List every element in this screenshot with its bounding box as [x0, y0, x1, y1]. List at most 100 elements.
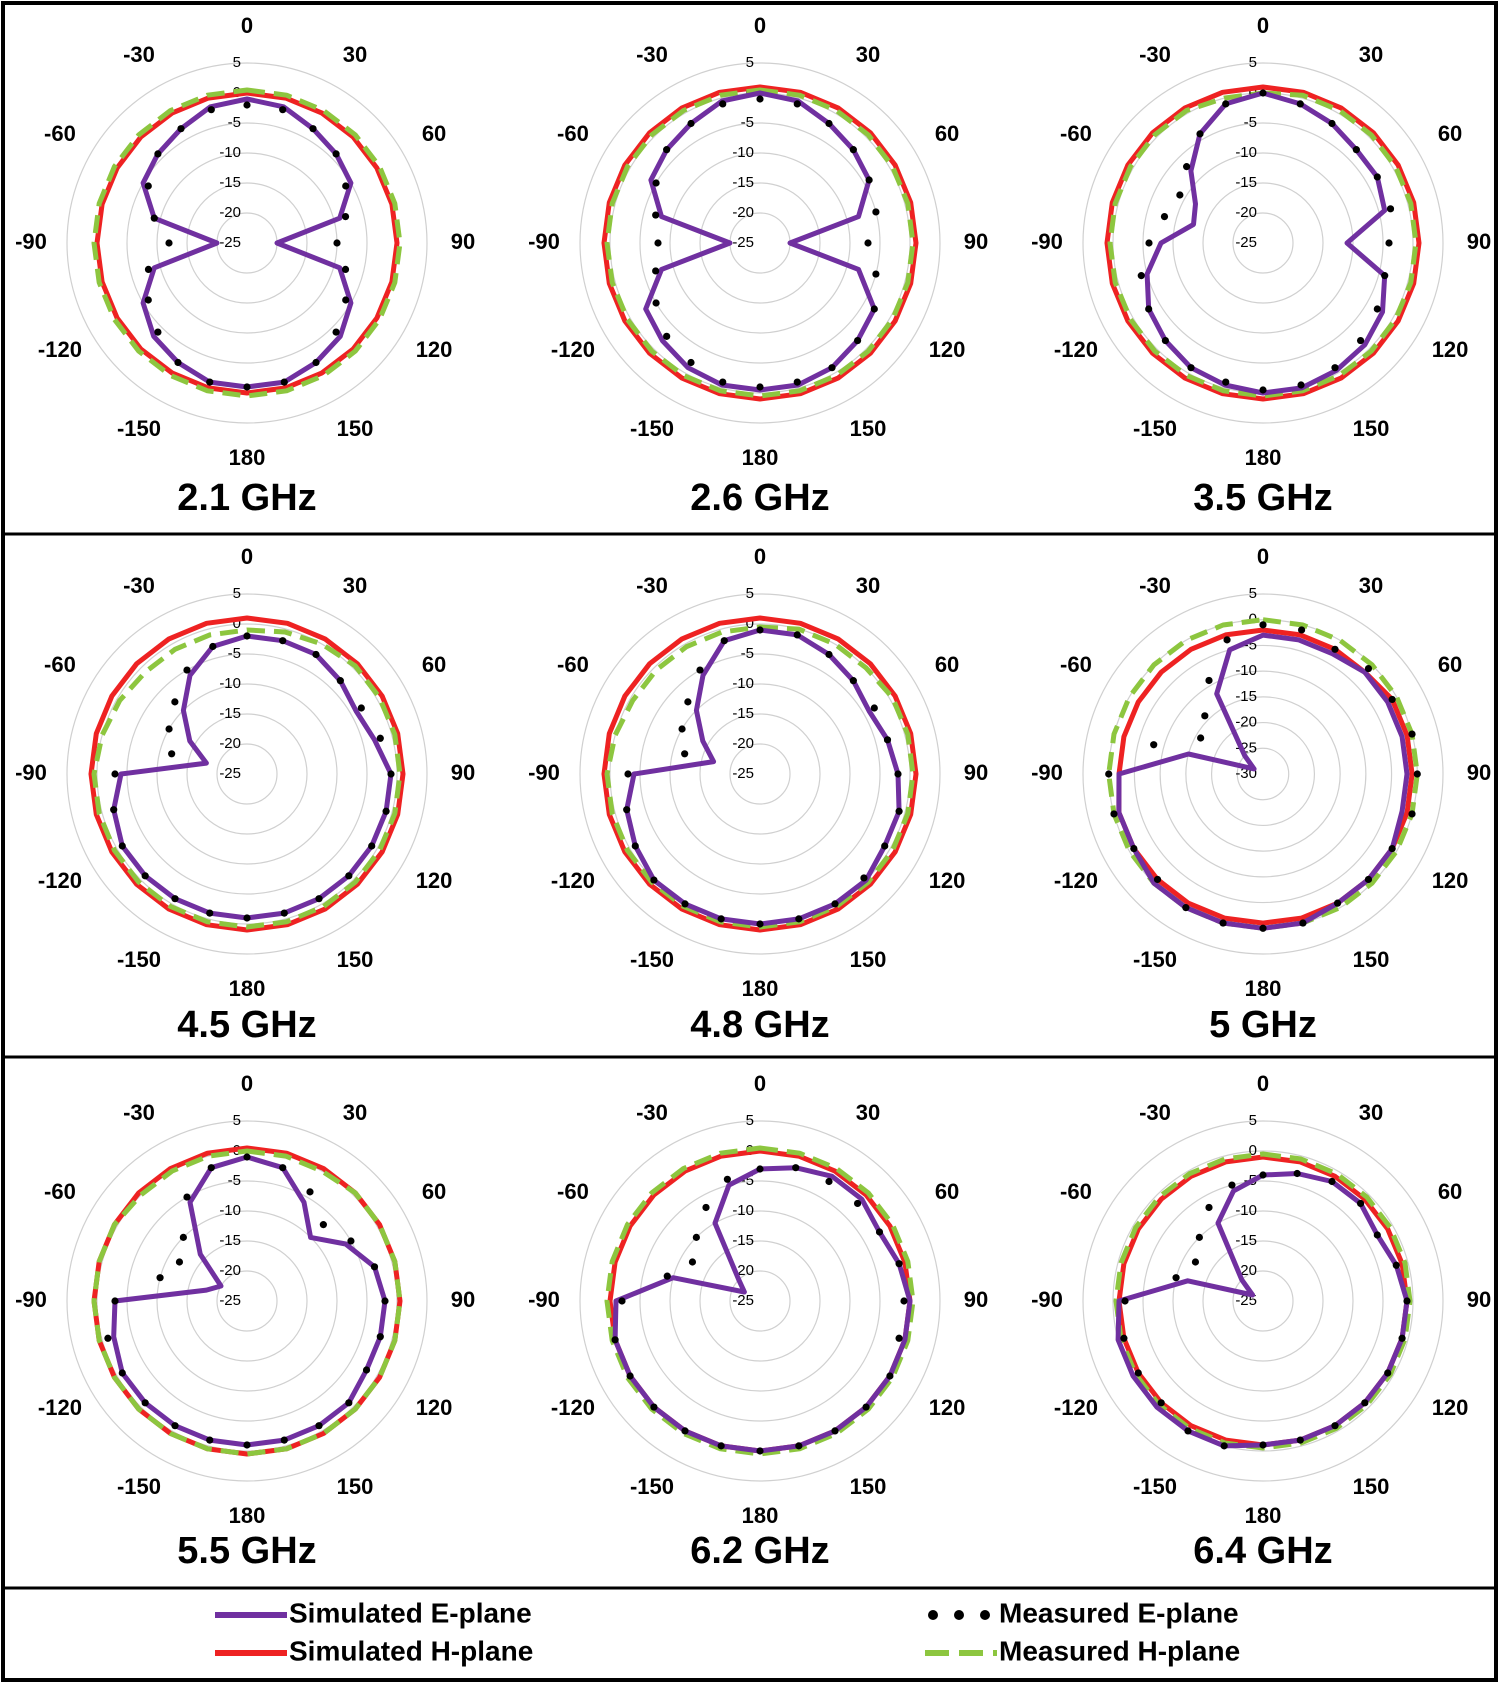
data-point: [175, 1258, 184, 1266]
chart-title: 2.6 GHz: [690, 477, 829, 519]
theta-tick-label: 90: [1467, 1287, 1491, 1312]
data-point: [1388, 695, 1396, 704]
data-point: [723, 1175, 731, 1183]
r-tick-label: -10: [732, 144, 754, 161]
data-point: [864, 239, 872, 247]
polar-chart: 50-5-10-15-20-250306090120150180-150-120…: [15, 13, 475, 519]
data-point: [206, 909, 214, 917]
r-tick-label: -5: [228, 645, 241, 662]
theta-tick-label: 30: [856, 573, 880, 598]
theta-tick-label: -120: [551, 868, 595, 893]
data-point: [792, 1164, 800, 1172]
r-tick-label: -20: [219, 735, 241, 752]
theta-tick-label: 60: [1438, 1179, 1462, 1204]
grid-ring: [126, 122, 368, 364]
theta-tick-label: -90: [15, 1287, 47, 1312]
data-point: [1201, 712, 1209, 720]
theta-tick-label: -120: [38, 868, 82, 893]
data-point: [243, 632, 251, 640]
r-tick-label: -5: [741, 645, 754, 662]
theta-tick-label: 0: [1257, 544, 1269, 569]
data-point: [1259, 1441, 1267, 1449]
data-point: [720, 637, 728, 645]
theta-tick-label: -30: [1139, 573, 1171, 598]
grid-ring: [1112, 92, 1414, 394]
r-tick-label: 5: [746, 585, 754, 602]
data-point: [1386, 205, 1395, 213]
data-point: [280, 1436, 288, 1444]
theta-tick-label: 0: [754, 544, 766, 569]
r-tick-label: -10: [1235, 662, 1257, 679]
data-point: [618, 1297, 626, 1305]
legend-label: Measured E-plane: [999, 1597, 1239, 1628]
data-point: [279, 637, 287, 645]
r-tick-label: -15: [1235, 174, 1257, 191]
data-point: [280, 909, 288, 917]
series-line: [91, 1148, 403, 1457]
data-point: [1153, 875, 1162, 884]
theta-tick-label: 0: [1257, 1071, 1269, 1096]
theta-tick-label: 90: [1467, 760, 1491, 785]
data-point: [279, 106, 287, 114]
theta-tick-label: 0: [754, 13, 766, 38]
data-point: [150, 214, 158, 222]
data-point: [795, 1442, 803, 1450]
data-point: [207, 106, 215, 114]
theta-tick-label: 150: [1353, 1474, 1390, 1499]
data-point: [171, 895, 179, 903]
theta-tick-label: -30: [636, 42, 668, 67]
theta-tick-label: 180: [742, 445, 779, 470]
data-point: [1187, 364, 1195, 372]
theta-tick-label: 60: [422, 1179, 446, 1204]
data-point: [681, 1427, 689, 1435]
data-point: [1352, 146, 1360, 154]
data-point: [1364, 664, 1373, 673]
theta-tick-label: 180: [742, 976, 779, 1001]
data-point: [719, 100, 727, 108]
grid-ring: [66, 62, 428, 424]
data-point: [825, 650, 833, 659]
grid-ring: [1236, 747, 1290, 801]
grid-ring: [1232, 212, 1294, 274]
data-point: [332, 328, 340, 336]
data-point: [207, 1164, 215, 1172]
data-point: [862, 1403, 870, 1411]
data-point: [206, 378, 214, 386]
r-tick-label: -10: [732, 1202, 754, 1219]
data-point: [875, 1228, 884, 1236]
data-point: [860, 874, 868, 882]
data-point: [1105, 770, 1113, 778]
data-point: [1161, 336, 1170, 345]
data-point: [652, 267, 660, 275]
theta-tick-label: 90: [451, 760, 475, 785]
data-point: [756, 1165, 764, 1173]
theta-tick-label: 120: [1432, 1395, 1469, 1420]
data-point: [341, 265, 350, 273]
grid-ring: [1202, 1240, 1324, 1362]
data-point: [654, 239, 662, 247]
theta-tick-label: -150: [1133, 416, 1177, 441]
data-point: [881, 842, 889, 850]
chart-title: 4.5 GHz: [177, 1004, 316, 1046]
data-point: [849, 146, 857, 154]
theta-tick-label: -150: [630, 1474, 674, 1499]
data-point: [1299, 919, 1307, 927]
data-point: [1293, 1169, 1301, 1178]
data-point: [319, 1221, 327, 1229]
data-point: [631, 842, 639, 850]
r-tick-label: -15: [219, 174, 241, 191]
r-tick-label: 5: [233, 1112, 241, 1129]
data-point: [177, 125, 185, 133]
data-point: [368, 842, 376, 850]
series-line: [91, 87, 403, 399]
data-point: [886, 1372, 894, 1380]
data-point: [1134, 1369, 1142, 1377]
theta-tick-label: -30: [636, 573, 668, 598]
data-point: [1331, 1422, 1339, 1430]
data-point: [687, 358, 695, 367]
grid-ring: [156, 683, 338, 865]
theta-tick-label: -60: [44, 1179, 76, 1204]
data-point: [154, 328, 162, 336]
r-tick-label: 5: [1249, 54, 1257, 71]
